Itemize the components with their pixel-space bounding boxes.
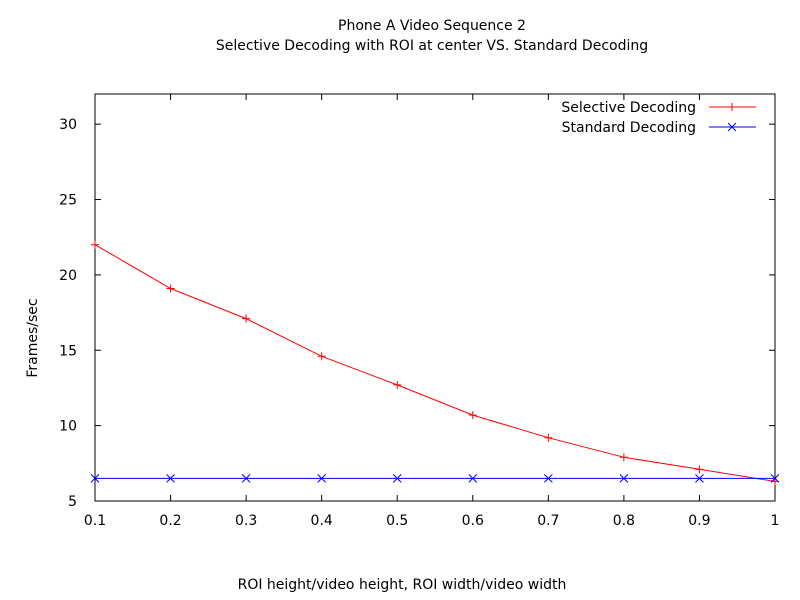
data-point <box>317 352 326 361</box>
x-tick-label: 0.2 <box>159 513 181 529</box>
x-tick-label: 0.7 <box>537 513 559 529</box>
y-axis-label: Frames/sec <box>25 298 41 377</box>
data-point <box>695 465 704 474</box>
y-tick-label: 10 <box>59 419 77 435</box>
y-tick-label: 25 <box>59 193 77 209</box>
x-tick-label: 0.4 <box>311 513 333 529</box>
legend-marker-selective-decoding <box>728 103 736 111</box>
x-tick-label: 0.9 <box>688 513 710 529</box>
x-tick-label: 0.5 <box>386 513 408 529</box>
data-point <box>468 411 477 420</box>
data-point <box>770 474 780 483</box>
data-point <box>543 474 553 483</box>
chart-title: Phone A Video Sequence 2 <box>338 18 526 34</box>
y-tick-label: 30 <box>59 117 77 133</box>
data-point <box>619 474 629 483</box>
data-point <box>695 474 704 483</box>
legend-label-selective-decoding: Selective Decoding <box>561 100 696 116</box>
data-point <box>468 474 478 483</box>
x-tick-label: 0.8 <box>613 513 635 529</box>
data-point <box>317 474 327 483</box>
y-tick-label: 20 <box>59 268 77 284</box>
data-point <box>393 380 402 389</box>
legend: Selective Decoding Standard Decoding <box>561 100 756 136</box>
data-point <box>544 433 553 442</box>
x-tick-label: 0.1 <box>84 513 106 529</box>
x-tick-label: 0.3 <box>235 513 257 529</box>
chart-subtitle: Selective Decoding with ROI at center VS… <box>216 38 648 54</box>
x-axis-label: ROI height/video height, ROI width/video… <box>238 577 567 593</box>
legend-label-standard-decoding: Standard Decoding <box>562 120 696 136</box>
data-point <box>166 284 175 293</box>
series-selective-decoding <box>91 240 779 486</box>
data-point <box>619 453 628 462</box>
series-line <box>94 244 776 482</box>
data-point <box>241 474 251 483</box>
series-standard-decoding <box>90 474 780 483</box>
y-tick-label: 5 <box>68 494 77 510</box>
y-tick-label: 15 <box>59 343 77 359</box>
data-point <box>91 240 99 249</box>
plot-series <box>90 240 780 486</box>
x-tick-label: 1 <box>771 513 780 529</box>
data-point <box>166 474 175 483</box>
data-point <box>392 474 402 483</box>
x-tick-label: 0.6 <box>462 513 484 529</box>
plot-frame <box>94 93 776 502</box>
legend-marker-standard-decoding <box>727 122 737 132</box>
data-point <box>90 474 100 483</box>
data-point <box>242 314 251 323</box>
